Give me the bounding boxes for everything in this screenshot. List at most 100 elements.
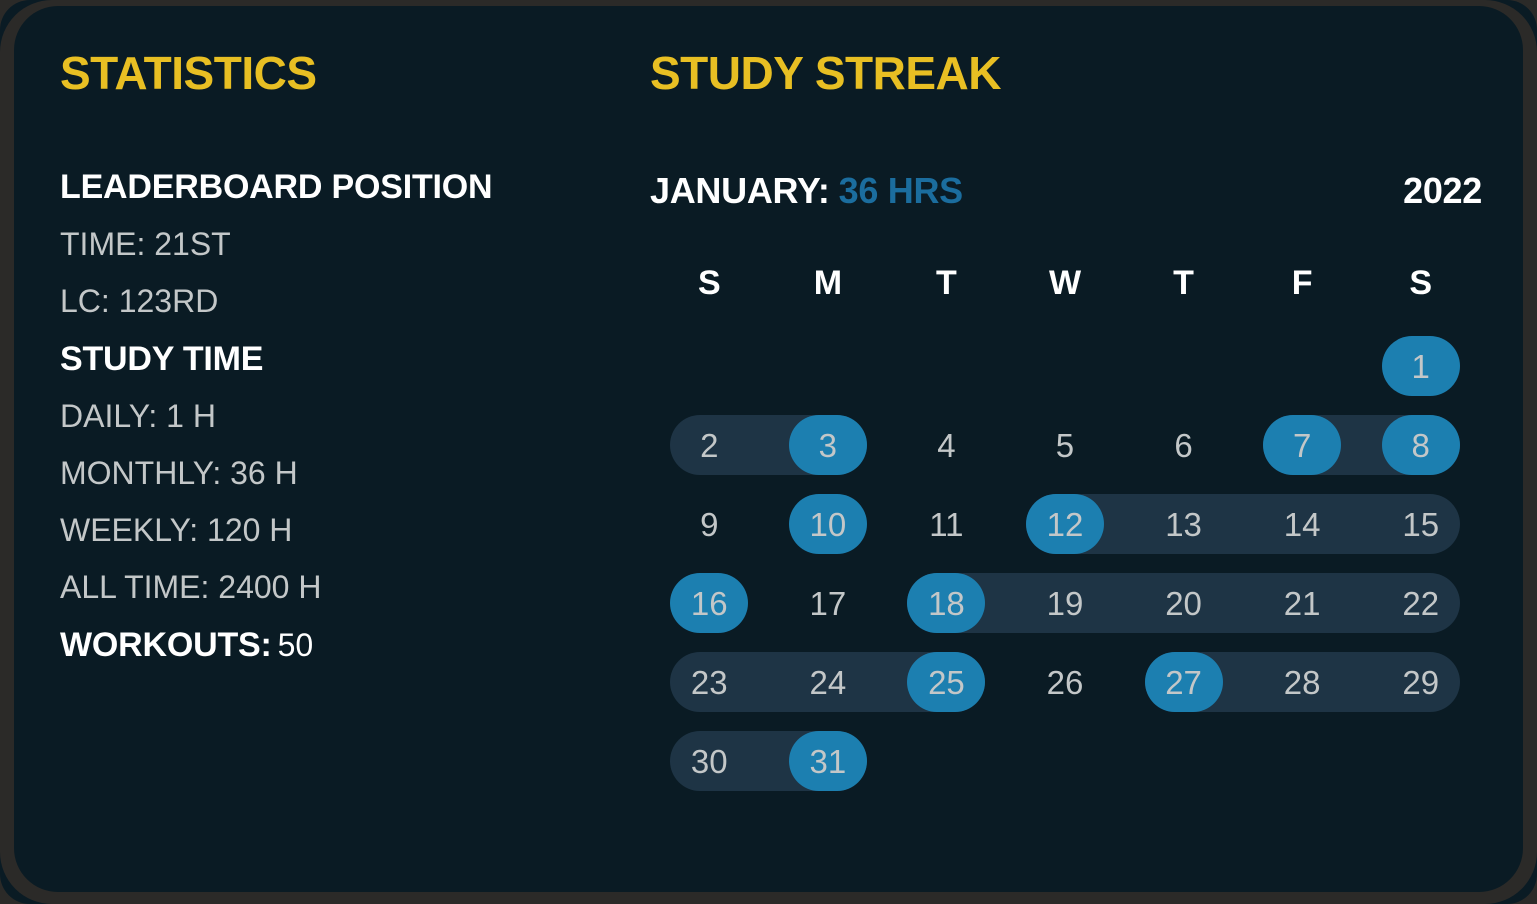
study-time-all-time: ALL TIME: 2400 H [60,569,322,605]
calendar-week-row: 23 24 25 26 27 28 29 [650,652,1480,712]
calendar-day-number: 25 [907,652,986,712]
card-columns: STATISTICS LEADERBOARD POSITION TIME: 21… [14,6,1523,892]
calendar-day-cell[interactable]: 19 [1006,573,1125,633]
calendar-day-cell[interactable]: 5 [1006,415,1125,475]
weekday-wed: W [1048,264,1082,302]
calendar-day-cell[interactable]: 10 [769,494,888,554]
calendar-day-number: 28 [1283,663,1321,701]
calendar-day-cell[interactable]: 15 [1361,494,1480,554]
calendar-day-number: 22 [1402,584,1440,622]
calendar-day-cell[interactable]: 7 [1243,415,1362,475]
study-streak-title: STUDY STREAK [650,47,1001,99]
calendar-day-number: 5 [1055,426,1075,464]
leaderboard-lc-rank: LC: 123RD [60,283,219,319]
calendar-day-cell[interactable]: 26 [1006,652,1125,712]
study-time-heading: STUDY TIME [60,340,264,378]
statistics-title: STATISTICS [60,47,317,99]
calendar-subheader: JANUARY: 36 HRS 2022 [650,170,1490,218]
weekday-tue: T [936,264,957,302]
statistics-card: STATISTICS LEADERBOARD POSITION TIME: 21… [14,6,1523,892]
calendar-day-number: 23 [690,663,728,701]
calendar-day-number: 7 [1263,415,1342,475]
calendar-week-row: 16 17 18 19 20 21 22 [650,573,1480,633]
calendar-week-row: 1 [650,336,1480,396]
workouts-label: WORKOUTS: [60,626,272,664]
calendar-day-number: 2 [700,426,719,464]
workouts-value: 50 [277,627,314,663]
calendar-day-number: 1 [1381,336,1460,396]
calendar-day-cell[interactable]: 31 [769,731,888,791]
calendar-day-number: 8 [1381,415,1460,475]
calendar-day-number: 15 [1402,505,1440,543]
calendar-day-cell[interactable]: 22 [1361,573,1480,633]
calendar-day-number: 14 [1283,505,1321,543]
calendar-year-label: 2022 [1403,170,1482,211]
study-streak-panel: STUDY STREAK JANUARY: 36 HRS 2022 S M T W… [650,50,1490,810]
leaderboard-position-heading: LEADERBOARD POSITION [60,168,493,206]
calendar-day-cell[interactable]: 27 [1124,652,1243,712]
calendar-day-cell[interactable]: 3 [769,415,888,475]
calendar-day-number: 13 [1165,505,1202,543]
calendar-weekday-header: S M T W T F S [650,256,1480,310]
calendar-day-cell[interactable]: 20 [1124,573,1243,633]
calendar-day-number: 26 [1046,663,1084,701]
calendar-day-cell[interactable]: 16 [650,573,769,633]
calendar-day-number: 31 [788,731,867,791]
calendar-day-cell[interactable]: 24 [769,652,888,712]
calendar-day-cell[interactable]: 18 [887,573,1006,633]
workouts-row: WORKOUTS: 50 [60,628,620,662]
calendar-day-cell[interactable]: 12 [1006,494,1125,554]
study-time-daily: DAILY: 1 H [60,398,216,434]
calendar-day-number: 21 [1283,584,1321,622]
calendar-day-number: 9 [700,505,719,543]
calendar-day-cell[interactable]: 11 [887,494,1006,554]
calendar-day-cell[interactable]: 23 [650,652,769,712]
calendar-day-cell[interactable]: 13 [1124,494,1243,554]
calendar-day-cell[interactable]: 8 [1361,415,1480,475]
calendar-day-number: 6 [1174,426,1193,464]
calendar-day-number: 3 [788,415,867,475]
calendar-day-cell[interactable]: 28 [1243,652,1362,712]
leaderboard-time-rank: TIME: 21ST [60,226,231,262]
weekday-fri: F [1291,264,1313,302]
calendar-day-number: 11 [929,505,964,543]
weekday-sat: S [1409,264,1433,302]
calendar-day-number: 19 [1046,584,1084,622]
weekday-sun: S [697,264,721,302]
weekday-mon: M [813,264,843,302]
calendar-grid: 1 2 3 4 5 6 7 8 9 10 11 12 13 14 15 16 17 18 19 20 21 22 23 24 2… [650,336,1480,791]
calendar-day-number: 20 [1165,584,1202,622]
calendar-day-number: 4 [937,426,956,464]
calendar-day-cell[interactable]: 17 [769,573,888,633]
study-time-weekly: WEEKLY: 120 H [60,512,293,548]
calendar-day-cell[interactable]: 6 [1124,415,1243,475]
weekday-thu: T [1173,264,1194,302]
calendar-day-cell[interactable]: 29 [1361,652,1480,712]
calendar-day-cell[interactable]: 1 [1361,336,1480,396]
study-time-monthly: MONTHLY: 36 H [60,455,298,491]
calendar-day-number: 12 [1025,494,1104,554]
calendar-month-hours: 36 HRS [838,170,964,211]
calendar-day-cell[interactable]: 2 [650,415,769,475]
calendar-day-number: 24 [809,663,847,701]
calendar-day-number: 30 [690,742,728,780]
calendar-day-number: 29 [1402,663,1440,701]
calendar-week-row: 9 10 11 12 13 14 15 [650,494,1480,554]
calendar-day-cell[interactable]: 4 [887,415,1006,475]
statistics-panel: STATISTICS LEADERBOARD POSITION TIME: 21… [60,50,620,678]
calendar-day-cell[interactable]: 30 [650,731,769,791]
calendar-day-cell[interactable]: 14 [1243,494,1362,554]
calendar-month-label: JANUARY: [650,170,830,211]
calendar-day-cell[interactable]: 9 [650,494,769,554]
calendar-week-row: 30 31 [650,731,1480,791]
calendar-day-cell[interactable]: 21 [1243,573,1362,633]
calendar-day-number: 16 [670,573,749,633]
calendar-day-number: 17 [809,584,847,622]
calendar-day-number: 10 [788,494,867,554]
calendar-day-cell[interactable]: 25 [887,652,1006,712]
calendar-day-number: 18 [907,573,986,633]
calendar-day-number: 27 [1144,652,1223,712]
streak-range-layer [650,336,1480,396]
